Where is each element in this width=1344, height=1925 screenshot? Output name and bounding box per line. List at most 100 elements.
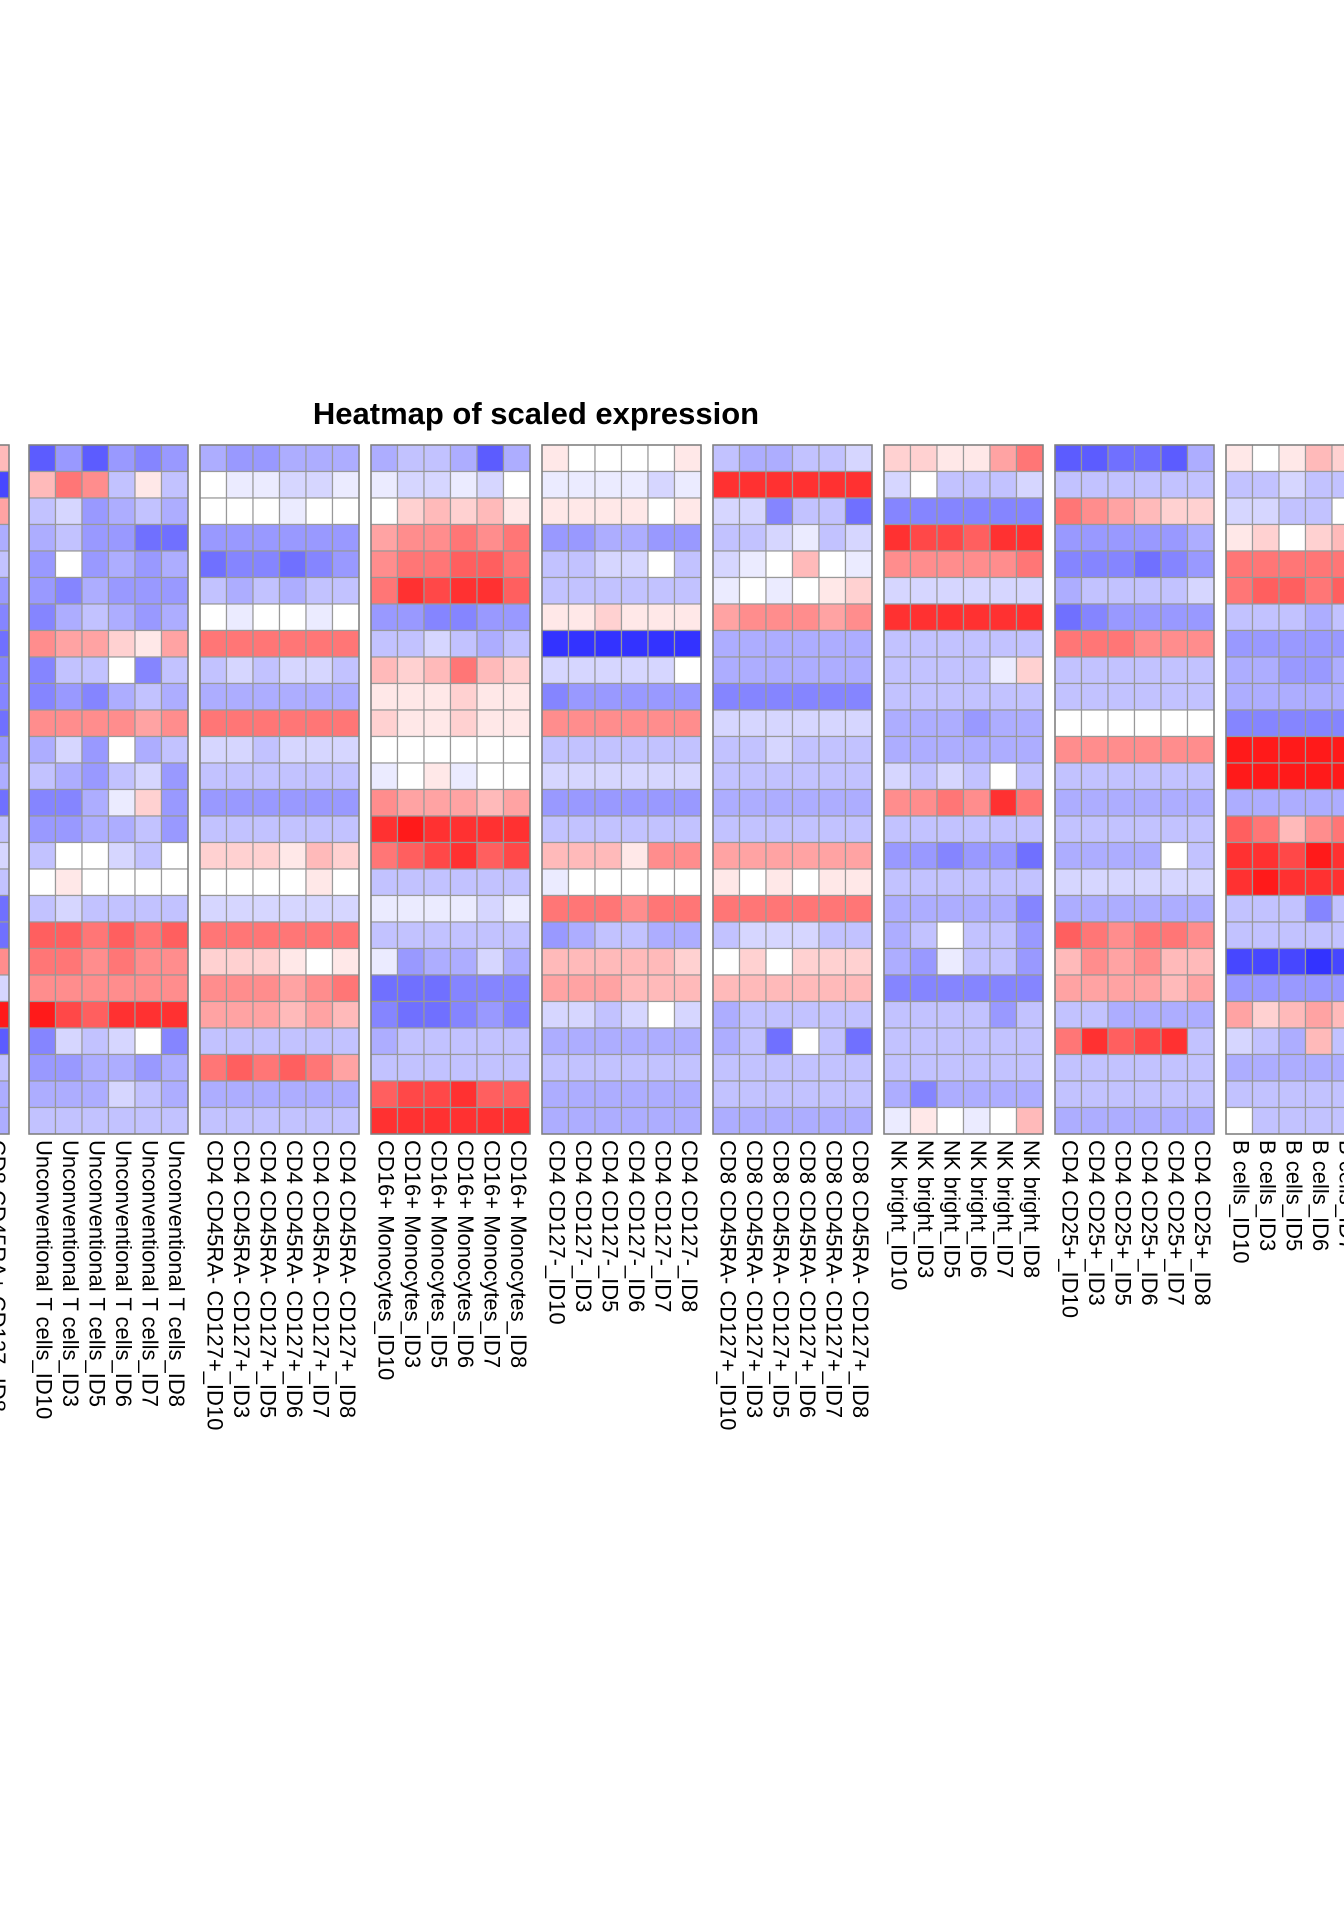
- heatmap-cell: [1278, 1106, 1307, 1135]
- heatmap-cell: [1054, 709, 1083, 738]
- heatmap-cell: [160, 682, 189, 711]
- heatmap-cell: [449, 1000, 478, 1029]
- heatmap-cell: [252, 1080, 281, 1109]
- heatmap-cell: [134, 1027, 163, 1056]
- heatmap-cell: [225, 709, 254, 738]
- heatmap-cell: [1251, 1080, 1280, 1109]
- heatmap-cell: [936, 947, 965, 976]
- heatmap-cell: [278, 603, 307, 632]
- heatmap-cell: [449, 682, 478, 711]
- heatmap-cell: [909, 974, 938, 1003]
- heatmap-cell: [28, 815, 57, 844]
- heatmap-cell: [423, 1080, 452, 1109]
- heatmap-cell: [620, 444, 649, 473]
- heatmap-cell: [331, 788, 360, 817]
- heatmap-cell: [989, 735, 1018, 764]
- heatmap-cell: [936, 1080, 965, 1109]
- heatmap-cell: [541, 1000, 570, 1029]
- heatmap-cell: [476, 629, 505, 658]
- heatmap-cell: [1251, 444, 1280, 473]
- heatmap-cell: [331, 1000, 360, 1029]
- column-label: CD4 CD25+_ID6: [1137, 1140, 1162, 1306]
- heatmap-cell: [134, 682, 163, 711]
- heatmap-cell: [134, 788, 163, 817]
- heatmap-cell: [1331, 1053, 1344, 1082]
- heatmap-cell: [476, 894, 505, 923]
- heatmap-cell: [160, 921, 189, 950]
- heatmap-cell: [989, 868, 1018, 897]
- column-label: NK bright_ID8: [1019, 1140, 1044, 1278]
- heatmap-cell: [620, 841, 649, 870]
- heatmap-cell: [1278, 788, 1307, 817]
- heatmap-cell: [673, 974, 702, 1003]
- heatmap-cell: [738, 1080, 767, 1109]
- heatmap-cell: [594, 894, 623, 923]
- heatmap-cell: [54, 815, 83, 844]
- heatmap-cell: [252, 947, 281, 976]
- heatmap-cell: [396, 894, 425, 923]
- heatmap-cell: [252, 894, 281, 923]
- heatmap-cell: [423, 841, 452, 870]
- heatmap-cell: [1331, 576, 1344, 605]
- heatmap-cell: [989, 788, 1018, 817]
- heatmap-cell: [331, 656, 360, 685]
- heatmap-cell: [1225, 603, 1254, 632]
- heatmap-cell: [647, 1027, 676, 1056]
- heatmap-cell: [1107, 629, 1136, 658]
- heatmap-cell: [28, 603, 57, 632]
- heatmap-cell: [0, 921, 10, 950]
- heatmap-cell: [791, 1000, 820, 1029]
- heatmap-cell: [502, 1080, 531, 1109]
- heatmap-cell: [620, 709, 649, 738]
- heatmap-cell: [423, 868, 452, 897]
- heatmap-cell: [305, 974, 334, 1003]
- heatmap-cell: [28, 735, 57, 764]
- heatmap-cell: [0, 788, 10, 817]
- heatmap-cell: [909, 682, 938, 711]
- heatmap-cell: [423, 629, 452, 658]
- column-label: CD8 CD45RA- CD127+_ID5: [768, 1140, 793, 1418]
- heatmap-cell: [252, 629, 281, 658]
- heatmap-cell: [0, 497, 10, 526]
- heatmap-cell: [423, 1106, 452, 1135]
- heatmap-cell: [370, 709, 399, 738]
- heatmap-cell: [278, 682, 307, 711]
- heatmap-cell: [0, 947, 10, 976]
- heatmap-cell: [673, 841, 702, 870]
- heatmap-cell: [1186, 603, 1215, 632]
- heatmap-cell: [0, 841, 10, 870]
- heatmap-cell: [791, 497, 820, 526]
- heatmap-cell: [909, 629, 938, 658]
- heatmap-cell: [712, 629, 741, 658]
- heatmap-cell: [567, 682, 596, 711]
- heatmap-cell: [765, 788, 794, 817]
- heatmap-cell: [502, 470, 531, 499]
- heatmap-cell: [936, 629, 965, 658]
- heatmap-cell: [1251, 523, 1280, 552]
- heatmap-cell: [962, 1053, 991, 1082]
- heatmap-cell: [81, 1106, 110, 1135]
- heatmap-cell: [1133, 1106, 1162, 1135]
- heatmap-cell: [502, 1053, 531, 1082]
- heatmap-cell: [225, 656, 254, 685]
- heatmap-panel: CD8 CD45RA- CD127+_ID10 CD8 CD45RA- CD127…: [712, 444, 873, 1430]
- heatmap-cell: [54, 470, 83, 499]
- heatmap-cell: [331, 947, 360, 976]
- heatmap-cell: [1225, 1080, 1254, 1109]
- heatmap-cell: [738, 868, 767, 897]
- heatmap-cell: [936, 762, 965, 791]
- heatmap-cell: [647, 576, 676, 605]
- column-label: CD4 CD127-_ID8: [677, 1140, 702, 1312]
- heatmap-cell: [909, 470, 938, 499]
- heatmap-cell: [1186, 921, 1215, 950]
- heatmap-cell: [305, 868, 334, 897]
- heatmap-cell: [567, 576, 596, 605]
- heatmap-cell: [1331, 894, 1344, 923]
- heatmap-cell: [1278, 523, 1307, 552]
- heatmap-cell: [476, 682, 505, 711]
- heatmap-cell: [305, 921, 334, 950]
- heatmap-cell: [396, 735, 425, 764]
- heatmap-cell: [278, 894, 307, 923]
- heatmap-cell: [620, 921, 649, 950]
- heatmap-cell: [81, 762, 110, 791]
